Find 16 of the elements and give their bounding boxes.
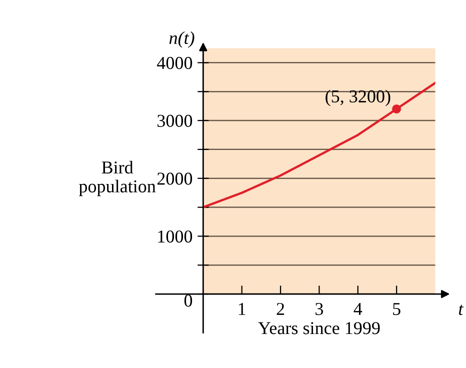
y-tick-label: 4000	[157, 56, 192, 70]
text: t	[458, 304, 464, 316]
line-series	[203, 82, 436, 208]
x-tick-label: 5	[393, 303, 400, 316]
y-tick-label: 1000	[158, 230, 192, 243]
x-tick-label: 3	[316, 302, 324, 316]
annotation: (5, 3200)	[326, 90, 390, 106]
y-tick-label: 3000	[158, 114, 192, 127]
x-axis-title: Years since 1999	[258, 322, 380, 334]
y-tick-label: 2000	[157, 172, 192, 185]
y-axis-title: Bird population	[78, 160, 156, 196]
y-tick-label: 0	[184, 294, 192, 307]
text: n(t)	[169, 31, 194, 48]
x-tick-label: 4	[354, 303, 362, 315]
x-tick-label: 2	[276, 302, 284, 315]
x-tick-label: 1	[238, 302, 246, 315]
